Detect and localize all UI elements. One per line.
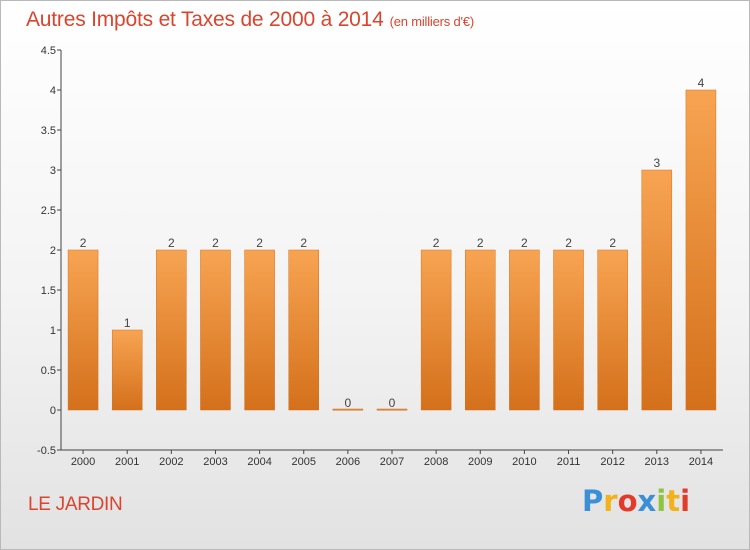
logo-letter: P	[582, 484, 604, 518]
chart-subtitle: (en milliers d'€)	[389, 14, 475, 29]
x-tick-label: 2008	[424, 456, 448, 468]
x-tick-label: 2000	[71, 456, 95, 468]
bar-2004	[244, 249, 275, 411]
bar-2012	[597, 249, 628, 411]
proxiti-logo: Proxiti	[582, 484, 690, 518]
bar-2000	[67, 249, 99, 411]
chart-title-text: Autres Impôts et Taxes de 2000 à 2014	[26, 8, 384, 31]
place-name: LE JARDIN	[28, 494, 123, 515]
x-tick-label: 2005	[291, 456, 315, 468]
logo-letter: i	[680, 484, 691, 518]
data-label-2002: 2	[168, 236, 175, 250]
x-tick-label: 2002	[159, 456, 183, 468]
x-tick-label: 2009	[468, 456, 492, 468]
x-tick-label: 2013	[645, 456, 669, 468]
data-label-2000: 2	[80, 236, 87, 250]
y-tick-label: -0.5	[37, 445, 56, 457]
x-tick-label: 2010	[512, 456, 536, 468]
bar-2013	[641, 169, 673, 411]
x-tick-label: 2011	[557, 456, 581, 468]
data-label-2009: 2	[477, 236, 484, 250]
bar-2006	[332, 408, 364, 411]
data-label-2005: 2	[300, 236, 307, 250]
x-tick-label: 2004	[247, 456, 271, 468]
data-label-2010: 2	[521, 236, 528, 250]
x-tick-label: 2012	[600, 456, 624, 468]
y-tick-label: 2	[50, 245, 56, 257]
y-tick-label: 4	[50, 85, 56, 97]
logo-letter: r	[603, 484, 618, 518]
x-tick-label: 2014	[689, 456, 713, 468]
data-label-2012: 2	[609, 236, 616, 250]
bar-2002	[156, 249, 187, 411]
bar-2014	[685, 89, 717, 411]
logo-letter: x	[637, 484, 657, 518]
data-label-2004: 2	[256, 236, 263, 250]
y-tick-label: 2.5	[41, 205, 56, 217]
bars	[67, 89, 717, 411]
logo-letter: i	[656, 484, 667, 518]
bar-2001	[111, 329, 143, 411]
y-tick-label: 4.5	[41, 45, 56, 57]
y-tick-label: 1	[50, 325, 56, 337]
logo-letter: t	[666, 484, 681, 518]
chart-title: Autres Impôts et Taxes de 2000 à 2014 (en…	[26, 8, 474, 32]
x-tick-label: 2001	[115, 456, 139, 468]
x-tick-label: 2007	[380, 456, 404, 468]
data-label-2013: 3	[653, 156, 660, 170]
data-labels: 2 1 2 2 2 2 0 0 2 2 2 2 2 3 4	[80, 76, 705, 410]
y-tick-label: 0	[50, 405, 56, 417]
data-label-2003: 2	[212, 236, 219, 250]
bar-2005	[288, 249, 319, 411]
data-label-2014: 4	[698, 76, 705, 90]
data-label-2001: 1	[124, 316, 131, 330]
y-tick-label: 0.5	[41, 365, 56, 377]
bar-2008	[420, 249, 452, 411]
data-label-2011: 2	[565, 236, 572, 250]
bar-2009	[465, 249, 496, 411]
bar-2011	[553, 249, 584, 411]
bar-2007	[376, 408, 408, 411]
y-tick-label: 3	[50, 165, 56, 177]
data-label-2007: 0	[389, 396, 396, 410]
bar-2003	[200, 249, 231, 411]
y-tick-label: 3.5	[41, 125, 56, 137]
x-tick-label: 2006	[336, 456, 360, 468]
data-label-2008: 2	[433, 236, 440, 250]
y-tick-label: 1.5	[41, 285, 56, 297]
x-tick-label: 2003	[203, 456, 227, 468]
data-label-2006: 0	[345, 396, 352, 410]
bar-2010	[509, 249, 540, 411]
logo-letter: o	[617, 484, 638, 518]
